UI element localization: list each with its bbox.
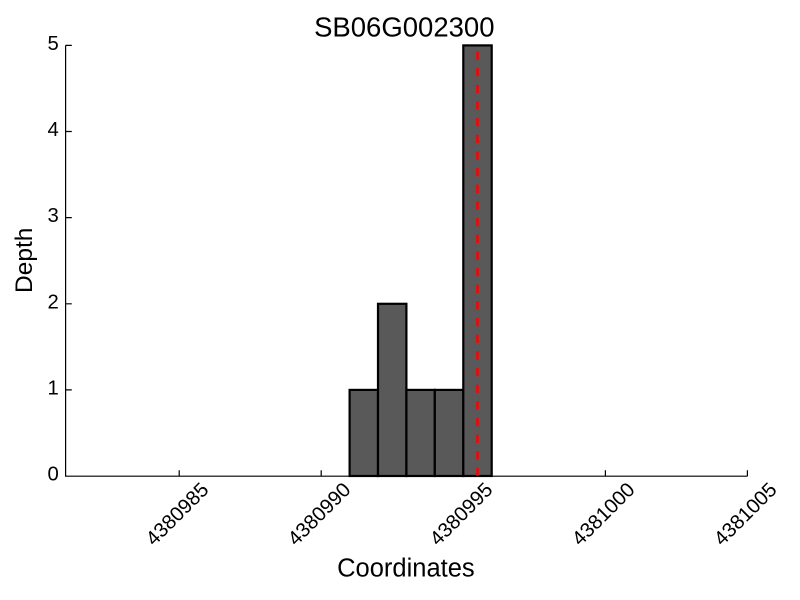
svg-text:3: 3 — [48, 205, 59, 227]
svg-text:4380985: 4380985 — [142, 479, 213, 550]
svg-text:4380995: 4380995 — [426, 479, 497, 550]
svg-text:5: 5 — [48, 33, 59, 55]
svg-text:4381000: 4381000 — [568, 479, 639, 550]
svg-text:1: 1 — [48, 377, 59, 399]
svg-text:Depth: Depth — [11, 228, 38, 293]
svg-text:2: 2 — [48, 291, 59, 313]
svg-text:4: 4 — [48, 119, 59, 141]
svg-text:4380990: 4380990 — [284, 479, 355, 550]
svg-text:4381005: 4381005 — [710, 479, 781, 550]
svg-text:SB06G002300: SB06G002300 — [314, 12, 494, 43]
svg-text:Coordinates: Coordinates — [337, 555, 475, 583]
svg-text:0: 0 — [48, 464, 59, 486]
